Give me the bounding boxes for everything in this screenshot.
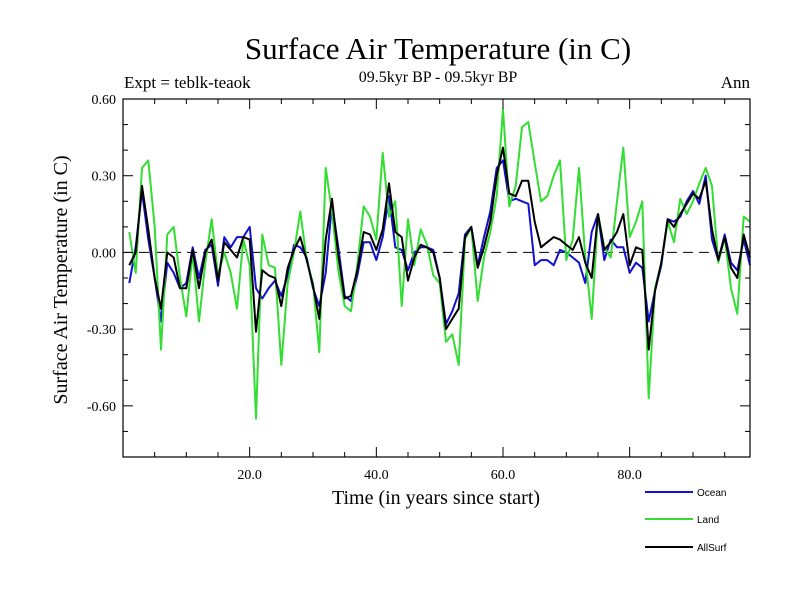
x-tick-label: 80.0 xyxy=(617,468,642,483)
y-tick-label: -0.60 xyxy=(87,400,116,415)
y-tick-label: -0.30 xyxy=(87,323,116,338)
legend: Ocean Land AllSurf xyxy=(645,488,727,554)
experiment-label: Expt = teblk-teaok xyxy=(124,73,251,92)
x-tick-label: 60.0 xyxy=(491,468,516,483)
legend-label-ocean: Ocean xyxy=(697,488,726,499)
x-axis-label: Time (in years since start) xyxy=(332,487,540,509)
x-tick-label: 40.0 xyxy=(364,468,389,483)
y-axis-label: Surface Air Temperature (in C) xyxy=(50,155,72,404)
legend-label-land: Land xyxy=(697,515,719,526)
chart-subtitle: 09.5kyr BP - 09.5kyr BP xyxy=(359,69,518,86)
y-tick-label: 0.00 xyxy=(92,246,117,261)
legend-label-allsurf: AllSurf xyxy=(697,543,727,554)
season-label: Ann xyxy=(721,73,751,92)
chart-title: Surface Air Temperature (in C) xyxy=(245,31,631,66)
y-tick-label: 0.60 xyxy=(92,93,117,108)
y-tick-label: 0.30 xyxy=(92,170,117,185)
series-line-allsurf xyxy=(128,146,751,351)
x-tick-label: 20.0 xyxy=(237,468,262,483)
